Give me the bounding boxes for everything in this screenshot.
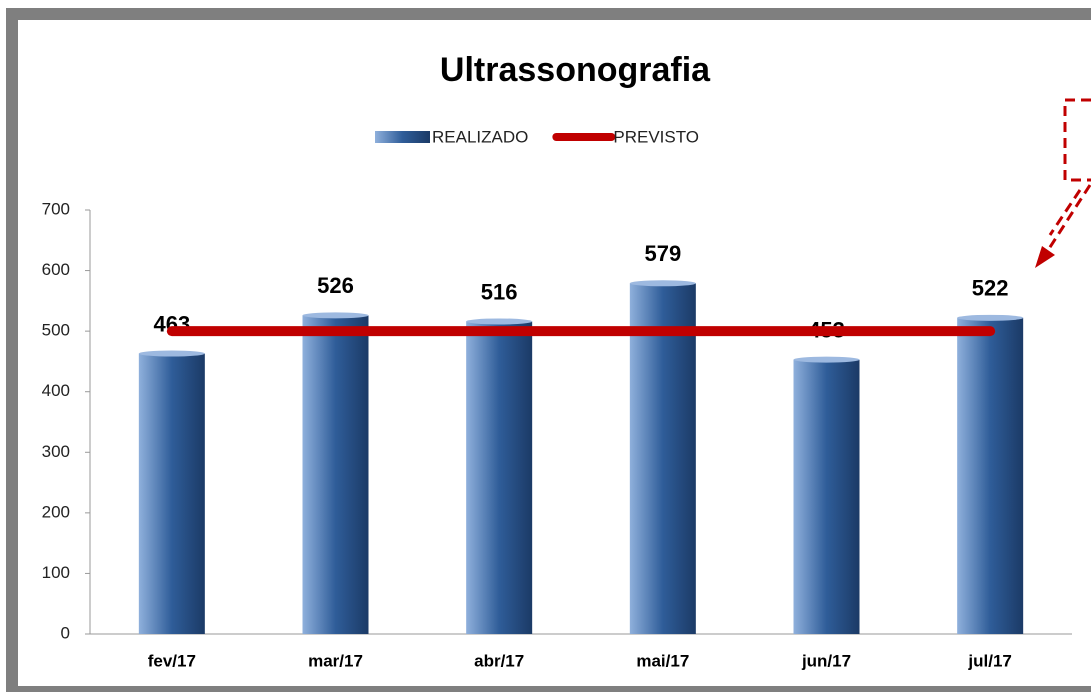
y-tick-label: 400 — [42, 381, 70, 400]
x-tick-label: fev/17 — [148, 651, 196, 670]
y-tick-label: 300 — [42, 442, 70, 461]
legend-label: PREVISTO — [613, 127, 699, 146]
legend-swatch — [375, 131, 430, 143]
annotation-callout — [1035, 98, 1091, 268]
bar-top — [302, 312, 369, 319]
y-tick-label: 500 — [42, 321, 70, 340]
x-tick-label: mai/17 — [636, 651, 689, 670]
y-tick-label: 100 — [42, 563, 70, 582]
data-label: 526 — [317, 273, 354, 298]
bar-top — [138, 350, 205, 357]
y-tick-label: 700 — [42, 199, 70, 218]
chart-title: Ultrassonografia — [440, 51, 711, 89]
x-tick-label: abr/17 — [474, 651, 524, 670]
y-tick-label: 600 — [42, 260, 70, 279]
bar — [138, 353, 205, 634]
x-tick-label: jun/17 — [801, 651, 851, 670]
bar — [302, 315, 369, 634]
bar-top — [957, 314, 1024, 321]
data-label: 579 — [644, 241, 681, 266]
bar — [629, 283, 696, 634]
bar — [957, 317, 1024, 634]
bar-top — [629, 280, 696, 287]
y-tick-label: 200 — [42, 502, 70, 521]
bar — [793, 359, 860, 634]
bar — [466, 321, 533, 634]
x-tick-label: jul/17 — [967, 651, 1011, 670]
data-label: 522 — [972, 276, 1009, 301]
x-tick-label: mar/17 — [308, 651, 363, 670]
bar-top — [793, 356, 860, 363]
data-label: 516 — [481, 279, 518, 304]
bar-top — [466, 318, 533, 325]
legend-label: REALIZADO — [432, 127, 528, 146]
y-tick-label: 0 — [61, 623, 70, 642]
